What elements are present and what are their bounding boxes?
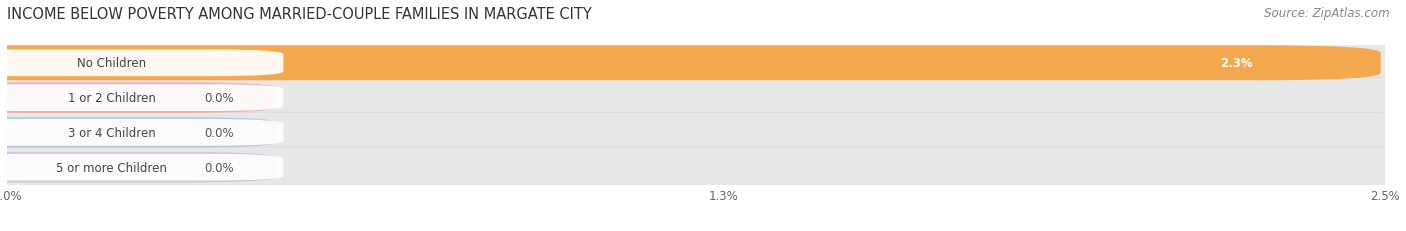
FancyBboxPatch shape <box>0 46 1381 81</box>
Text: 5 or more Children: 5 or more Children <box>56 161 167 174</box>
FancyBboxPatch shape <box>0 154 284 181</box>
Text: No Children: No Children <box>77 57 146 70</box>
FancyBboxPatch shape <box>0 78 1406 118</box>
FancyBboxPatch shape <box>0 118 277 148</box>
FancyBboxPatch shape <box>0 113 1406 153</box>
Text: 1 or 2 Children: 1 or 2 Children <box>67 92 156 105</box>
FancyBboxPatch shape <box>0 147 1406 188</box>
Text: 0.0%: 0.0% <box>204 92 233 105</box>
FancyBboxPatch shape <box>0 119 284 146</box>
Text: 3 or 4 Children: 3 or 4 Children <box>67 126 156 139</box>
Text: 2.3%: 2.3% <box>1220 57 1253 70</box>
Bar <box>7 116 1385 150</box>
Text: 0.0%: 0.0% <box>204 126 233 139</box>
Text: INCOME BELOW POVERTY AMONG MARRIED-COUPLE FAMILIES IN MARGATE CITY: INCOME BELOW POVERTY AMONG MARRIED-COUPL… <box>7 7 592 22</box>
FancyBboxPatch shape <box>0 50 284 77</box>
FancyBboxPatch shape <box>0 85 284 112</box>
FancyBboxPatch shape <box>0 83 277 113</box>
FancyBboxPatch shape <box>0 43 1406 84</box>
Bar <box>7 150 1385 185</box>
FancyBboxPatch shape <box>0 152 277 183</box>
Text: 0.0%: 0.0% <box>204 161 233 174</box>
Bar <box>7 46 1385 81</box>
Bar <box>7 81 1385 116</box>
Text: Source: ZipAtlas.com: Source: ZipAtlas.com <box>1264 7 1389 20</box>
